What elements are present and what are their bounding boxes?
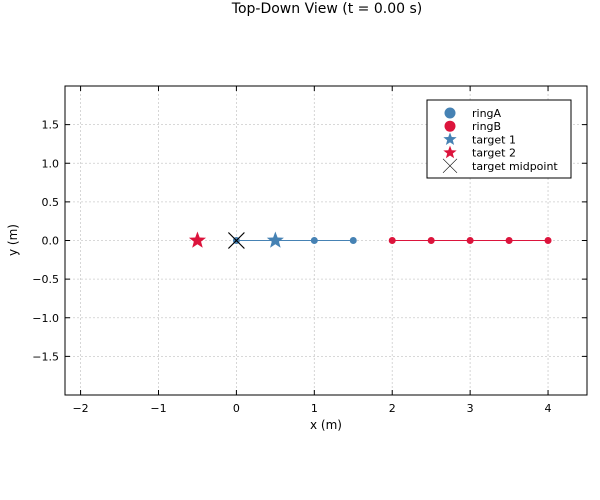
data-point — [466, 237, 474, 244]
legend-label: target midpoint — [472, 160, 558, 173]
data-point — [444, 107, 456, 119]
data-point — [544, 237, 552, 244]
data-point — [427, 237, 435, 244]
x-marker — [442, 158, 458, 174]
star-marker — [188, 231, 207, 248]
legend-entry: ringA — [444, 107, 502, 120]
y-tick-label: −1.0 — [32, 312, 59, 325]
star-marker — [443, 145, 457, 159]
legend-entry: target midpoint — [442, 158, 558, 174]
x-tick-label: 0 — [233, 402, 240, 415]
data-point — [310, 237, 318, 244]
x-marker — [227, 232, 245, 249]
legend-entry: target 2 — [443, 145, 516, 160]
y-tick-label: −1.5 — [32, 350, 59, 363]
chart-title: Top-Down View (t = 0.00 s) — [231, 1, 422, 17]
legend-label: ringB — [472, 120, 501, 133]
x-tick-label: −1 — [150, 402, 166, 415]
y-axis-label: y (m) — [6, 224, 20, 256]
data-marks — [188, 231, 552, 249]
star-marker — [266, 231, 284, 248]
axis-ticks: −2 −1 0 1 2 3 4 −1.5 −1.0 −0.5 0.0 0.5 1.0 1.5 — [32, 86, 587, 415]
x-tick-label: 2 — [389, 402, 396, 415]
y-tick-label: −0.5 — [32, 273, 59, 286]
x-tick-label: 4 — [545, 402, 552, 415]
y-tick-label: 1.5 — [42, 119, 60, 132]
data-point — [444, 120, 456, 132]
x-tick-label: 1 — [311, 402, 318, 415]
y-tick-label: 0.5 — [42, 196, 60, 209]
y-tick-label: 1.0 — [42, 157, 60, 170]
data-point — [349, 237, 357, 244]
x-tick-label: −2 — [72, 402, 88, 415]
legend-label: target 2 — [472, 147, 516, 160]
x-marker-stroke — [227, 232, 245, 249]
x-tick-label: 3 — [467, 402, 474, 415]
data-point — [388, 237, 396, 244]
y-tick-label: 0.0 — [42, 235, 60, 248]
x-marker-stroke — [442, 158, 458, 174]
legend-entry: target 1 — [443, 132, 516, 146]
legend-label: target 1 — [472, 133, 516, 146]
legend-label: ringA — [472, 107, 502, 120]
legend-entry: ringB — [444, 120, 501, 133]
x-axis-label: x (m) — [310, 418, 342, 432]
data-point — [505, 237, 513, 244]
star-marker — [443, 132, 457, 146]
